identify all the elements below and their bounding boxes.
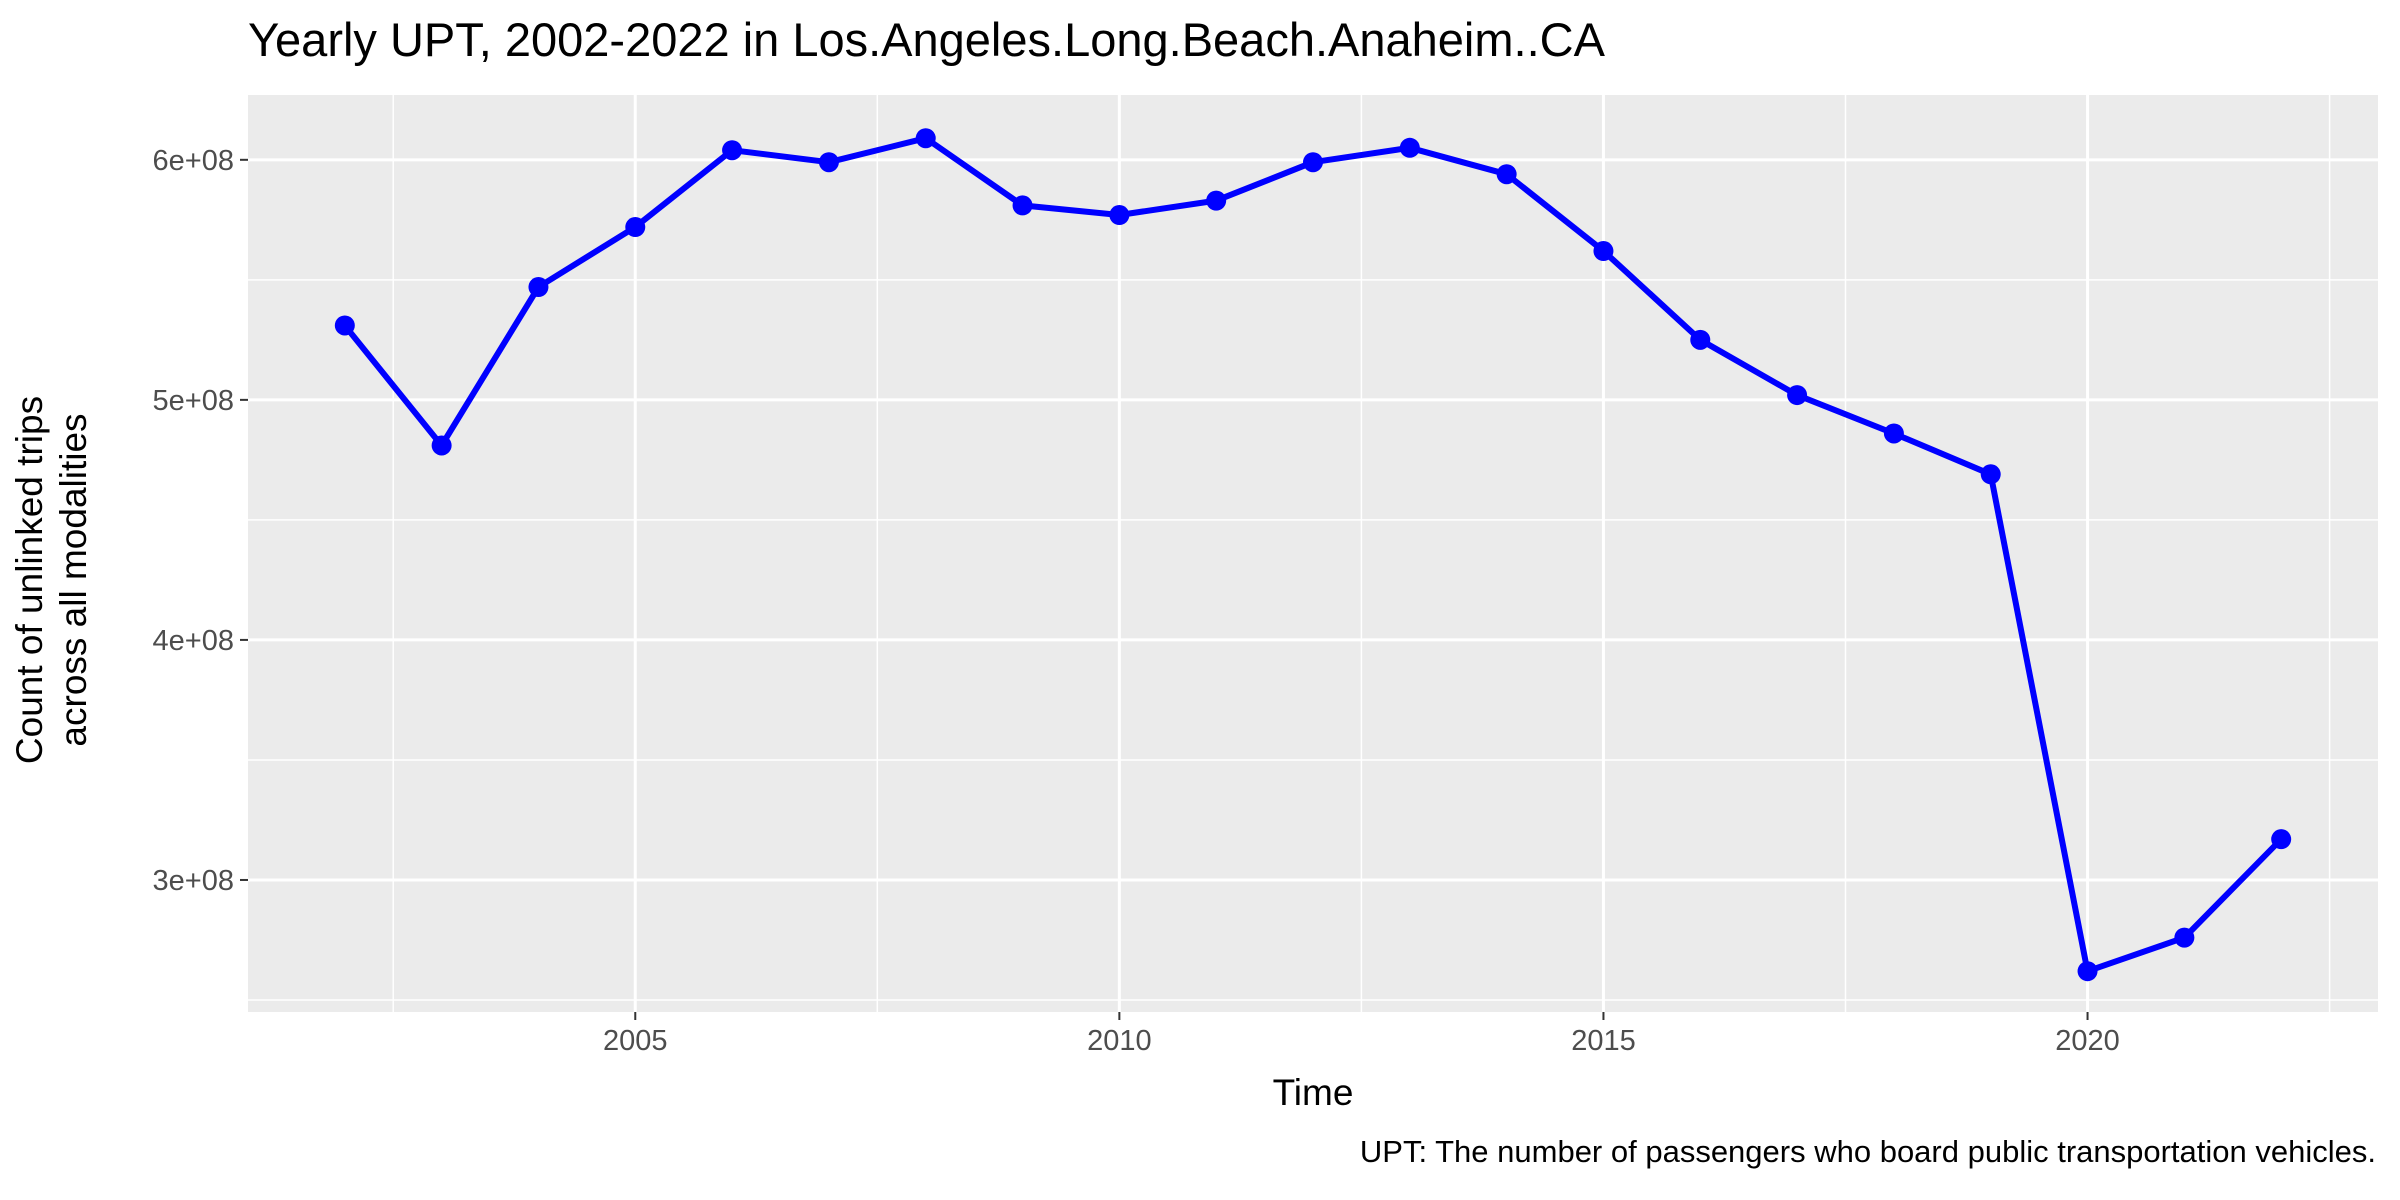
data-point bbox=[818, 152, 839, 173]
data-point bbox=[722, 140, 743, 161]
data-point bbox=[1496, 164, 1517, 185]
data-point bbox=[1690, 329, 1711, 350]
y-tick-label: 3e+08 bbox=[153, 865, 234, 897]
x-tick-label: 2010 bbox=[1087, 1025, 1152, 1057]
x-tick-label: 2020 bbox=[2055, 1025, 2120, 1057]
data-point bbox=[431, 435, 452, 456]
data-point bbox=[1399, 137, 1420, 158]
data-point bbox=[1206, 190, 1227, 211]
data-point bbox=[2077, 961, 2098, 982]
chart-title: Yearly UPT, 2002-2022 in Los.Angeles.Lon… bbox=[248, 13, 1605, 66]
data-point bbox=[334, 315, 355, 336]
x-axis-label: Time bbox=[1272, 1072, 1354, 1113]
data-point bbox=[1109, 205, 1130, 226]
chart-caption: UPT: The number of passengers who board … bbox=[1359, 1134, 2376, 1169]
data-point bbox=[528, 277, 549, 298]
data-point bbox=[1593, 241, 1614, 262]
data-point bbox=[1980, 464, 2001, 485]
data-point bbox=[1303, 152, 1323, 173]
x-tick-label: 2015 bbox=[1571, 1025, 1636, 1057]
data-point bbox=[1883, 423, 1904, 444]
x-tick-label: 2005 bbox=[603, 1025, 668, 1057]
y-tick-label: 5e+08 bbox=[153, 385, 234, 417]
plot-panel bbox=[248, 95, 2378, 1012]
data-point bbox=[915, 128, 936, 149]
data-point bbox=[1012, 195, 1033, 216]
y-tick-label: 4e+08 bbox=[153, 625, 234, 657]
data-point bbox=[1787, 385, 1808, 406]
y-tick-label: 6e+08 bbox=[153, 145, 234, 177]
data-point bbox=[625, 217, 646, 238]
data-point bbox=[2271, 829, 2292, 850]
data-point bbox=[2174, 927, 2195, 948]
